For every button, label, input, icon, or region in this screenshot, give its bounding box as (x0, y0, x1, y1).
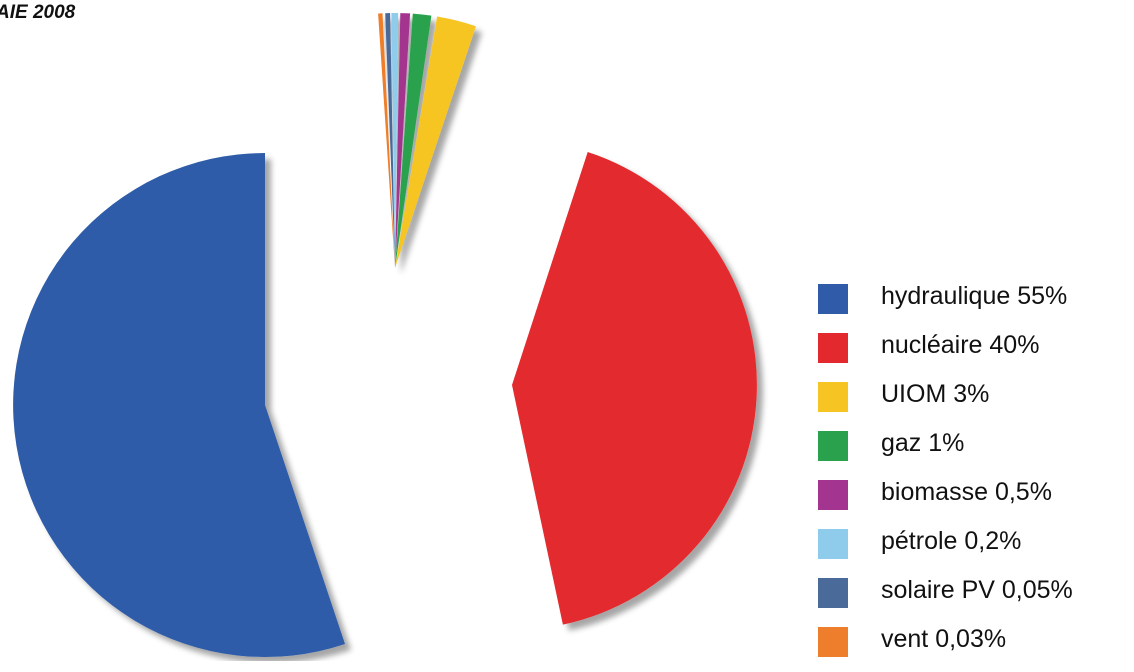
slice-uiom (395, 16, 476, 268)
slice-hydraulique (13, 153, 345, 657)
legend-swatch (818, 627, 848, 657)
legend-swatch (818, 382, 848, 412)
legend-swatch (818, 284, 848, 314)
legend-swatch (818, 333, 848, 363)
slice-biomasse (395, 13, 411, 268)
legend-label: hydraulique 55% (881, 282, 1068, 310)
legend-label: gaz 1% (881, 429, 965, 457)
legend-label: biomasse 0,5% (881, 478, 1052, 506)
legend-swatch (818, 480, 848, 510)
slice-solaire-pv (385, 13, 395, 268)
legend-swatch (818, 431, 848, 461)
legend-label: nucléaire 40% (881, 331, 1040, 359)
slice-petrole (391, 12, 399, 269)
legend-swatch (818, 529, 848, 559)
legend-label: solaire PV 0,05% (881, 576, 1073, 604)
chart-title: AIE 2008 (0, 2, 76, 23)
slice-vent (378, 13, 395, 268)
legend-swatch (818, 578, 848, 608)
legend-label: vent 0,03% (881, 625, 1007, 653)
slice-nucleaire (512, 152, 757, 625)
legend-label: pétrole 0,2% (881, 527, 1022, 555)
slice-gaz (395, 13, 432, 268)
legend-label: UIOM 3% (881, 380, 990, 408)
